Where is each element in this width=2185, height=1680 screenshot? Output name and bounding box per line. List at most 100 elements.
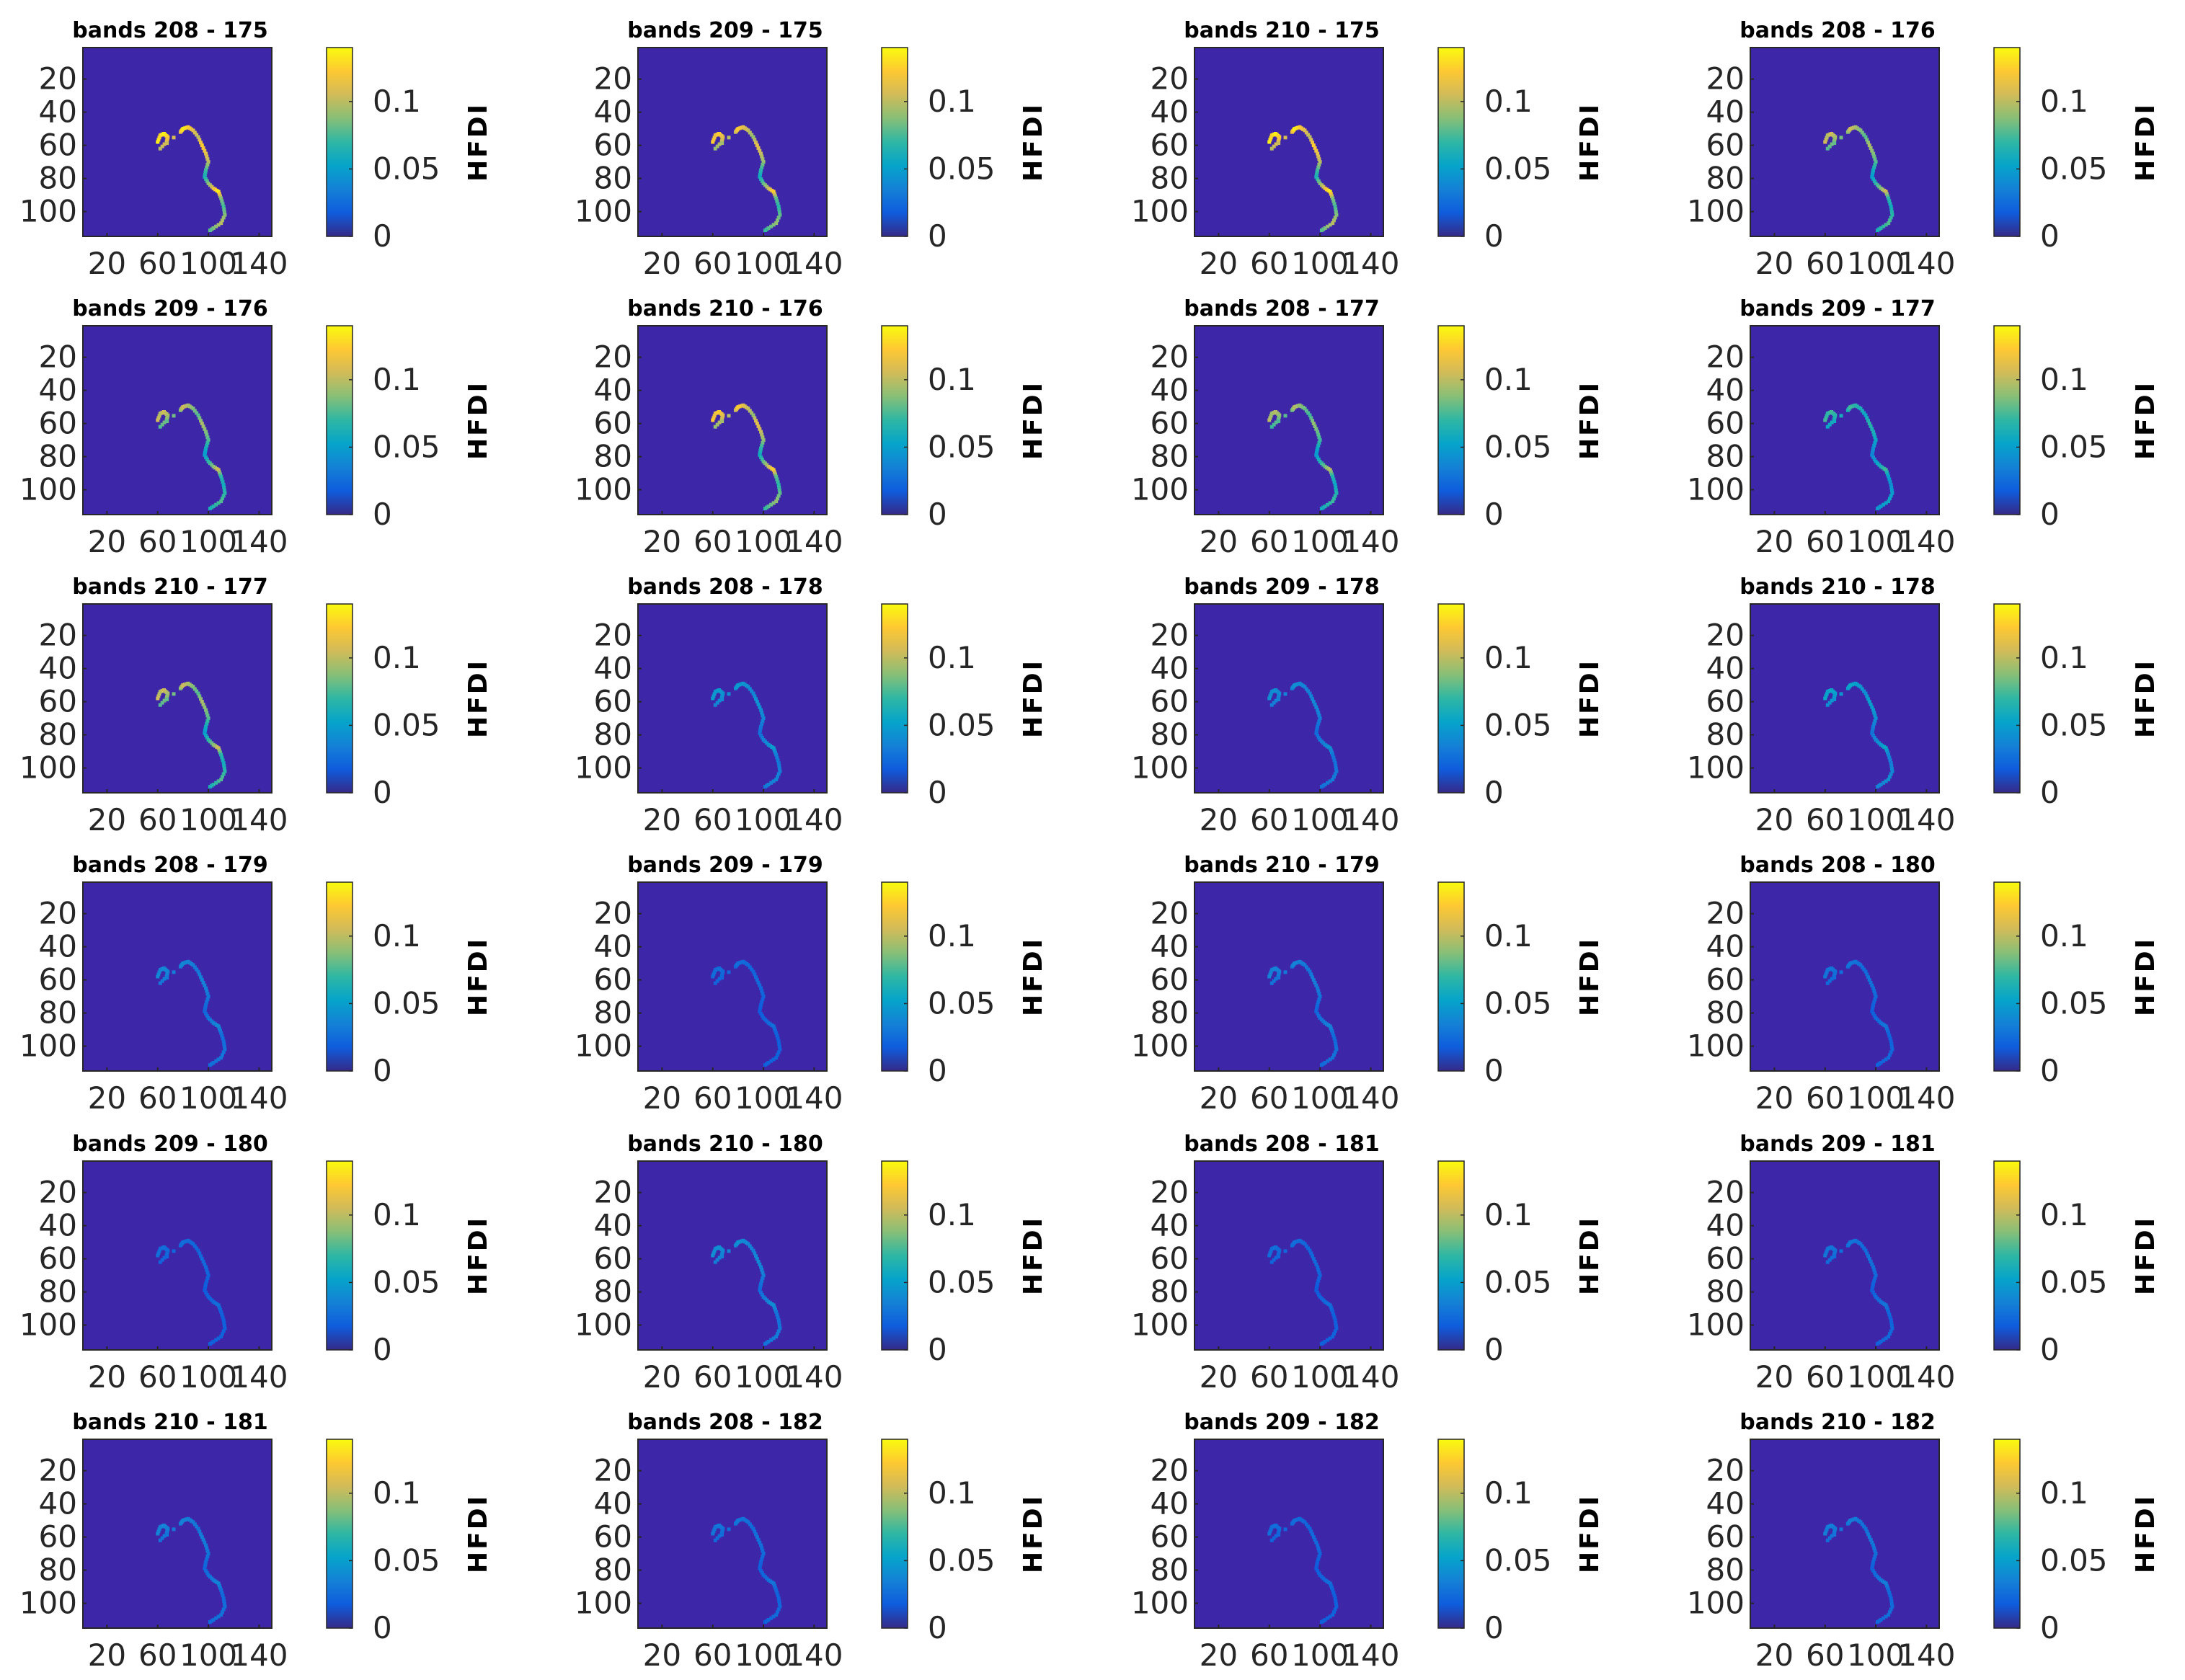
data-pixel [759, 1281, 763, 1286]
data-pixel [1865, 1251, 1869, 1255]
data-pixel [220, 755, 224, 760]
data-pixel [1887, 199, 1892, 203]
data-pixel [1887, 474, 1891, 479]
data-pixel [1823, 1253, 1827, 1258]
data-pixel [205, 432, 209, 437]
subplot-title: bands 210 - 178 [1739, 574, 1935, 600]
data-pixel [214, 502, 218, 507]
colorbar [881, 603, 908, 794]
subplot-title: bands 208 - 180 [1739, 853, 1935, 878]
data-pixel [772, 470, 776, 474]
data-pixel [774, 1613, 779, 1617]
data-pixel [1317, 157, 1321, 161]
data-pixel [1334, 485, 1338, 489]
data-pixel [1872, 1570, 1876, 1575]
data-pixel [1869, 1537, 1873, 1542]
colorbar [1437, 881, 1465, 1072]
data-pixel [773, 750, 777, 755]
data-pixel [1827, 144, 1832, 148]
data-pixel [1830, 1534, 1834, 1538]
data-pixel [204, 151, 208, 156]
data-pixel [1334, 1041, 1338, 1046]
x-tick-label: 100 [180, 802, 237, 837]
data-pixel [1317, 719, 1321, 723]
data-pixel [1863, 1248, 1868, 1253]
data-pixel [1870, 731, 1874, 735]
data-pixel [1316, 1279, 1321, 1283]
x-tick-label: 100 [735, 1637, 792, 1673]
data-pixel [717, 142, 722, 146]
heatmap-image [1195, 48, 1383, 236]
y-tick-label: 40 [1706, 1208, 1745, 1243]
data-pixel [771, 501, 776, 505]
colorbar-tick-label: 0 [2040, 497, 2060, 532]
data-pixel [1871, 1543, 1876, 1547]
y-tick-label: 80 [594, 717, 632, 752]
colorbar-label: HFDI [464, 659, 493, 738]
data-pixel [1832, 419, 1837, 424]
y-tick-label: 100 [1131, 750, 1189, 786]
data-pixel [711, 974, 715, 979]
data-pixel [1860, 1522, 1864, 1526]
data-pixel [751, 691, 755, 695]
data-pixel [218, 194, 222, 198]
data-pixel [200, 422, 204, 426]
data-pixel [1274, 1534, 1278, 1538]
data-pixel [1328, 746, 1332, 750]
data-pixel [1334, 1047, 1339, 1052]
y-tick-label: 40 [1151, 94, 1189, 130]
data-pixel [756, 702, 761, 706]
data-pixel [1873, 157, 1877, 161]
data-pixel [750, 1524, 754, 1529]
data-pixel [755, 1257, 759, 1261]
data-pixel [1871, 1005, 1875, 1009]
y-tick-label: 100 [1131, 1307, 1189, 1343]
data-pixel [217, 1305, 221, 1310]
data-pixel [1870, 148, 1874, 153]
data-pixel [750, 689, 754, 693]
x-tick-label: 60 [1806, 246, 1844, 281]
data-pixel [1331, 755, 1336, 760]
data-pixel [1315, 1562, 1319, 1566]
data-pixel [1317, 714, 1321, 718]
data-pixel [1317, 1549, 1321, 1553]
data-pixel [776, 1036, 780, 1041]
data-pixel [222, 485, 226, 489]
data-pixel [1887, 1310, 1891, 1314]
heatmap-image [83, 1439, 272, 1628]
data-pixel [1874, 1274, 1878, 1278]
data-pixel [755, 1535, 759, 1539]
data-pixel [1283, 414, 1287, 418]
data-pixel [1867, 422, 1871, 426]
x-tick-label: 100 [180, 1080, 237, 1116]
y-tick-label: 80 [39, 717, 77, 752]
axes-frame [82, 881, 272, 1072]
data-pixel [205, 997, 210, 1001]
data-pixel [777, 1044, 781, 1049]
colorbar-tick-label: 0.05 [1484, 985, 1552, 1021]
data-pixel [1313, 702, 1317, 706]
data-pixel [1268, 972, 1272, 977]
x-tick-label: 60 [1806, 524, 1844, 559]
x-tick-label: 60 [1250, 1637, 1288, 1673]
data-pixel [712, 138, 716, 142]
data-pixel [1303, 128, 1307, 133]
data-pixel [203, 1009, 207, 1013]
data-pixel [1872, 432, 1876, 437]
data-pixel [715, 1258, 719, 1262]
data-pixel [221, 483, 226, 487]
heatmap-image [1195, 326, 1383, 515]
data-pixel [1316, 154, 1321, 159]
data-pixel [220, 1312, 224, 1317]
data-pixel [1333, 772, 1337, 776]
data-pixel [1872, 1279, 1876, 1283]
data-pixel [1269, 1249, 1273, 1253]
data-pixel [222, 763, 226, 768]
data-pixel [1870, 983, 1874, 987]
data-pixel [712, 1249, 717, 1253]
data-pixel [1306, 967, 1311, 972]
data-pixel [203, 1262, 207, 1266]
data-pixel [761, 1276, 765, 1280]
